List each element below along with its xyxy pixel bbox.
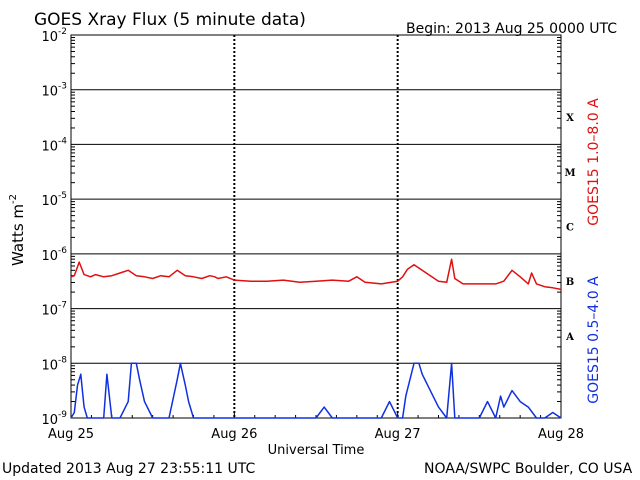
x-tick-label: Aug 26 bbox=[211, 427, 257, 442]
y-tick-base: 10 bbox=[41, 249, 58, 264]
chart-title: GOES Xray Flux (5 minute data) bbox=[34, 10, 306, 30]
x-tick-labels: Aug 25 Aug 26 Aug 27 Aug 28 bbox=[48, 427, 584, 442]
y-axis-label-sup: -2 bbox=[8, 194, 19, 204]
flare-class-label: M bbox=[564, 168, 575, 179]
y-tick-label: 10-4 bbox=[41, 136, 67, 154]
y-tick-label: 10-3 bbox=[41, 82, 67, 100]
y-tick-base: 10 bbox=[41, 358, 58, 373]
y-tick-base: 10 bbox=[41, 413, 58, 428]
begin-text: Begin: 2013 Aug 25 0000 UTC bbox=[406, 21, 617, 37]
y-tick-exp: -6 bbox=[58, 246, 67, 256]
y-tick-exp: -3 bbox=[58, 82, 67, 92]
x-tick-label: Aug 28 bbox=[538, 427, 584, 442]
y-tick-base: 10 bbox=[41, 304, 58, 319]
legend-series-long: GOES15 1.0–8.0 A bbox=[586, 98, 602, 226]
y-tick-label: 10-8 bbox=[41, 355, 67, 373]
flare-class-labels: X M C B A bbox=[564, 113, 575, 343]
updated-text: Updated 2013 Aug 27 23:55:11 UTC bbox=[2, 461, 255, 477]
series-line-short bbox=[70, 362, 562, 419]
y-tick-label: 10-7 bbox=[41, 301, 67, 319]
y-tick-label: 10-9 bbox=[41, 410, 67, 428]
legend-series-short: GOES15 0.5–4.0 A bbox=[586, 276, 602, 404]
series-line-long bbox=[70, 258, 562, 291]
y-tick-base: 10 bbox=[41, 194, 58, 209]
grid-lines bbox=[70, 35, 562, 418]
y-axis-label: Watts m-2 bbox=[8, 194, 27, 266]
flare-class-label: B bbox=[566, 277, 574, 288]
flare-class-label: A bbox=[565, 332, 574, 343]
y-tick-base: 10 bbox=[41, 139, 58, 154]
y-tick-label: 10-5 bbox=[41, 191, 67, 209]
y-tick-label: 10-6 bbox=[41, 246, 67, 264]
x-tick-label: Aug 25 bbox=[48, 427, 94, 442]
source-text: NOAA/SWPC Boulder, CO USA bbox=[424, 461, 633, 477]
y-tick-exp: -5 bbox=[58, 191, 67, 201]
y-tick-base: 10 bbox=[41, 30, 58, 45]
plot-frame bbox=[70, 34, 562, 419]
y-tick-exp: -2 bbox=[58, 27, 67, 37]
flare-class-label: X bbox=[566, 113, 574, 124]
data-series bbox=[70, 258, 562, 419]
y-tick-exp: -7 bbox=[58, 301, 67, 311]
x-tick-label: Aug 27 bbox=[375, 427, 421, 442]
y-tick-label: 10-2 bbox=[41, 27, 67, 45]
x-axis-label: Universal Time bbox=[268, 443, 365, 458]
y-tick-exp: -8 bbox=[58, 355, 67, 365]
y-tick-base: 10 bbox=[41, 85, 58, 100]
y-tick-exp: -4 bbox=[58, 136, 67, 146]
y-axis-label-main: Watts m bbox=[9, 204, 27, 266]
y-tick-exp: -9 bbox=[58, 410, 67, 420]
svg-text:Watts m-2: Watts m-2 bbox=[8, 194, 27, 266]
y-tick-labels: 10-210-310-410-510-610-710-810-9 bbox=[41, 27, 67, 428]
flare-class-label: C bbox=[566, 223, 574, 234]
